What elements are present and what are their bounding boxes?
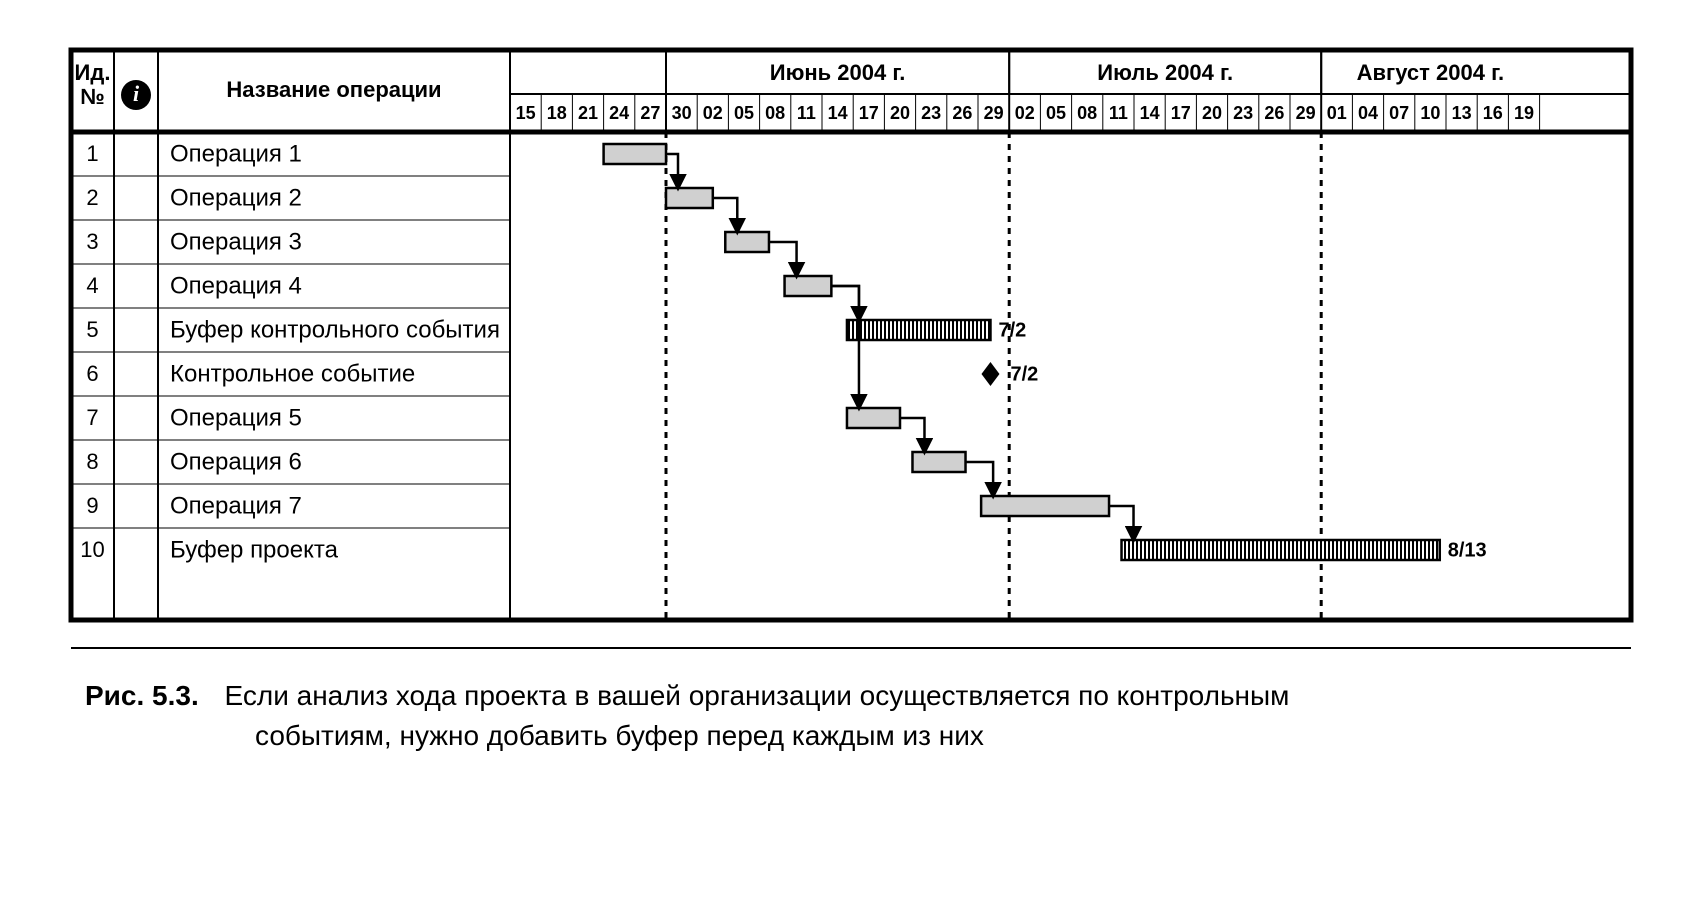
svg-text:17: 17 <box>1171 103 1191 123</box>
task-bar <box>912 452 965 472</box>
buffer-bar <box>847 320 991 340</box>
svg-text:11: 11 <box>1109 103 1128 123</box>
milestone <box>981 362 999 386</box>
gantt-chart: Ид.№ Название операции i Июнь 2004 г. Июль 2… <box>0 0 1699 660</box>
task-bar <box>981 496 1109 516</box>
svg-text:14: 14 <box>828 103 848 123</box>
svg-text:1: 1 <box>86 141 98 166</box>
svg-text:Операция 6: Операция 6 <box>170 448 302 475</box>
svg-text:Название операции: Название операции <box>226 77 441 102</box>
svg-text:8/13: 8/13 <box>1448 539 1487 561</box>
svg-text:Операция 4: Операция 4 <box>170 272 302 299</box>
dependency-link <box>713 198 737 232</box>
svg-text:10: 10 <box>80 537 104 562</box>
svg-text:07: 07 <box>1389 103 1409 123</box>
svg-text:Буфер проекта: Буфер проекта <box>170 536 339 563</box>
task-bar <box>785 276 832 296</box>
svg-text:Июнь 2004 г.: Июнь 2004 г. <box>770 60 906 85</box>
svg-text:29: 29 <box>984 103 1004 123</box>
svg-text:27: 27 <box>640 103 660 123</box>
svg-text:08: 08 <box>765 103 785 123</box>
svg-text:15: 15 <box>516 103 536 123</box>
svg-text:Операция 7: Операция 7 <box>170 492 302 519</box>
svg-text:7/2: 7/2 <box>1010 363 1038 385</box>
svg-text:23: 23 <box>921 103 941 123</box>
svg-text:19: 19 <box>1514 103 1534 123</box>
svg-text:01: 01 <box>1327 103 1347 123</box>
svg-text:Контрольное событие: Контрольное событие <box>170 360 415 387</box>
figure-number: Рис. 5.3. <box>85 680 199 711</box>
svg-text:21: 21 <box>578 103 598 123</box>
svg-text:4: 4 <box>86 273 98 298</box>
svg-text:№: № <box>80 84 105 109</box>
dependency-link <box>831 286 859 408</box>
svg-text:8: 8 <box>86 449 98 474</box>
svg-text:04: 04 <box>1358 103 1378 123</box>
caption-line2: событиям, нужно добавить буфер перед каж… <box>255 720 984 751</box>
caption-line1: Если анализ хода проекта в вашей организ… <box>225 680 1290 711</box>
svg-text:Операция 2: Операция 2 <box>170 184 302 211</box>
svg-text:9: 9 <box>86 493 98 518</box>
svg-text:7: 7 <box>86 405 98 430</box>
svg-text:26: 26 <box>1264 103 1284 123</box>
task-bar <box>666 188 713 208</box>
svg-text:24: 24 <box>609 103 629 123</box>
dependency-link <box>1109 506 1133 540</box>
task-bar <box>604 144 666 164</box>
svg-text:14: 14 <box>1140 103 1160 123</box>
svg-text:08: 08 <box>1077 103 1097 123</box>
task-bar <box>725 232 769 252</box>
svg-text:Ид.: Ид. <box>75 60 111 85</box>
task-bar <box>847 408 900 428</box>
svg-text:i: i <box>133 81 140 106</box>
svg-text:18: 18 <box>547 103 567 123</box>
svg-text:20: 20 <box>1202 103 1222 123</box>
svg-text:3: 3 <box>86 229 98 254</box>
svg-text:7/2: 7/2 <box>998 319 1026 341</box>
svg-text:20: 20 <box>890 103 910 123</box>
svg-text:29: 29 <box>1296 103 1316 123</box>
dependency-link <box>831 286 859 320</box>
dependency-link <box>966 462 994 496</box>
svg-text:Июль 2004 г.: Июль 2004 г. <box>1097 60 1233 85</box>
svg-text:23: 23 <box>1233 103 1253 123</box>
svg-text:10: 10 <box>1420 103 1440 123</box>
svg-text:11: 11 <box>797 103 816 123</box>
svg-text:17: 17 <box>859 103 879 123</box>
svg-text:05: 05 <box>734 103 754 123</box>
svg-text:Операция 3: Операция 3 <box>170 228 302 255</box>
dependency-link <box>769 242 797 276</box>
svg-text:6: 6 <box>86 361 98 386</box>
svg-text:16: 16 <box>1483 103 1503 123</box>
svg-text:Операция 5: Операция 5 <box>170 404 302 431</box>
svg-text:26: 26 <box>952 103 972 123</box>
svg-text:30: 30 <box>672 103 692 123</box>
dependency-link <box>666 154 678 188</box>
svg-text:5: 5 <box>86 317 98 342</box>
svg-text:02: 02 <box>1015 103 1035 123</box>
svg-text:Август 2004 г.: Август 2004 г. <box>1357 60 1505 85</box>
svg-text:05: 05 <box>1046 103 1066 123</box>
svg-text:Операция 1: Операция 1 <box>170 140 302 167</box>
svg-text:02: 02 <box>703 103 723 123</box>
svg-text:13: 13 <box>1452 103 1472 123</box>
buffer-bar <box>1122 540 1440 560</box>
svg-text:2: 2 <box>86 185 98 210</box>
svg-text:Буфер контрольного события: Буфер контрольного события <box>170 316 500 343</box>
dependency-link <box>900 418 924 452</box>
